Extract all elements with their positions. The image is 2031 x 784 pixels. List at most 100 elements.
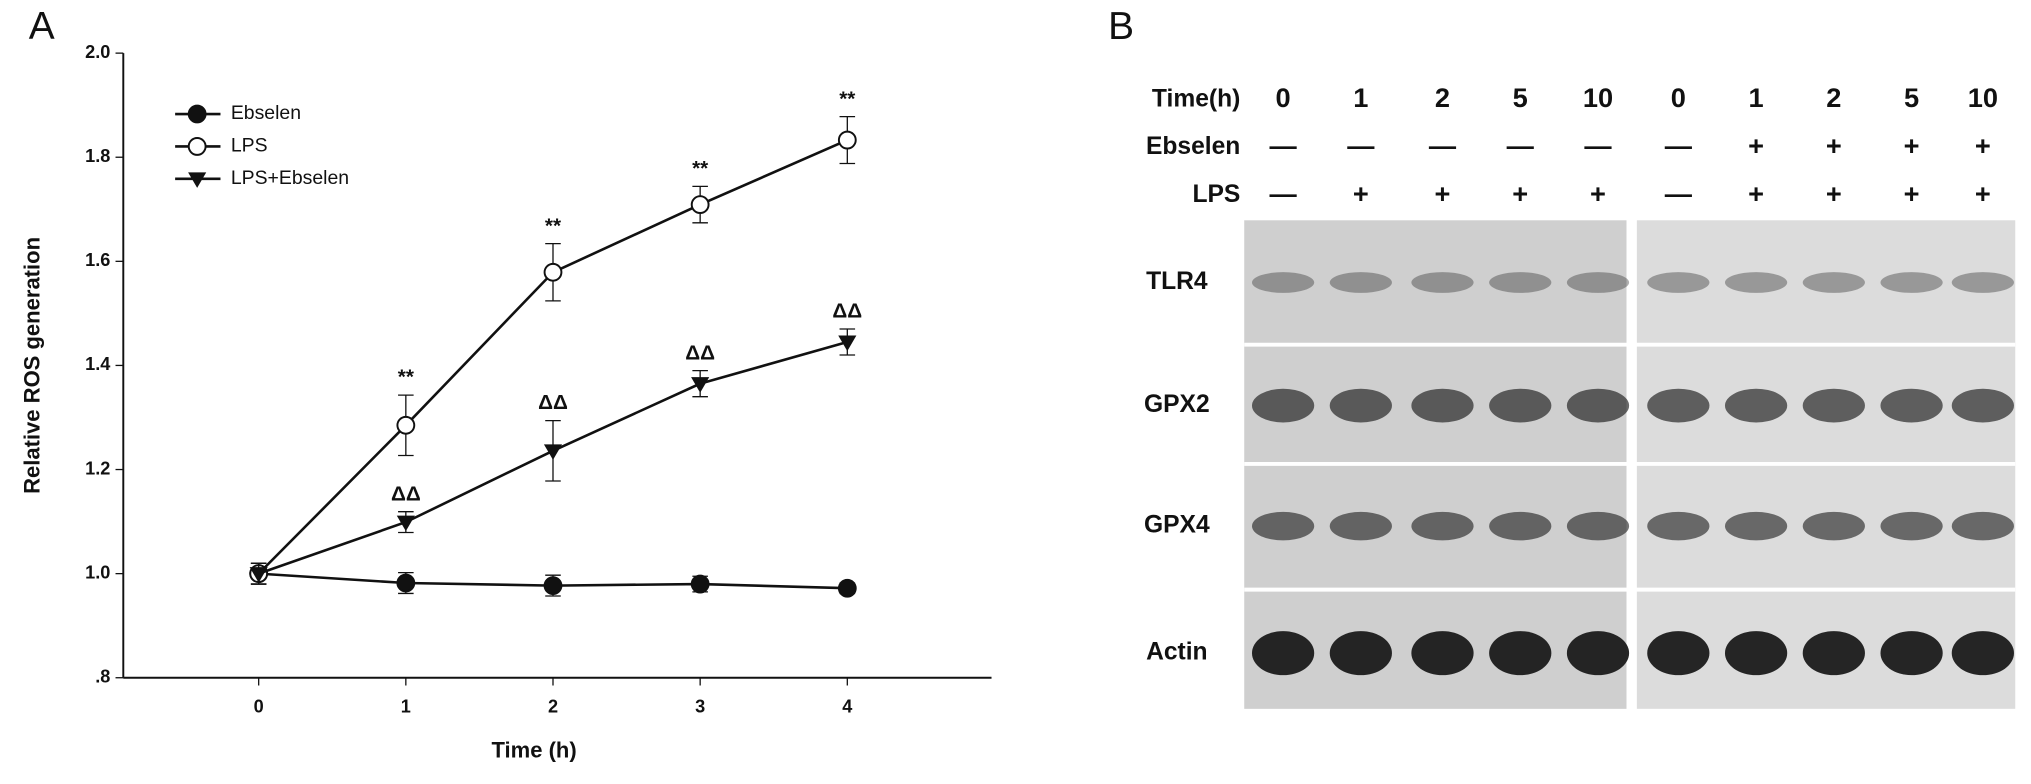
panel-label: B <box>1108 5 1134 48</box>
blot-band <box>1411 511 1474 541</box>
blot-band <box>1251 388 1315 423</box>
blot-band <box>1724 631 1788 676</box>
blot-header-cell: — <box>1665 178 1693 209</box>
blot-header-cell: + <box>1904 178 1920 209</box>
blot-row-label: TLR4 <box>1146 268 1208 295</box>
marker <box>837 130 857 150</box>
blot-header-cell: — <box>1665 130 1693 161</box>
blot-band <box>1329 631 1392 676</box>
blot-band <box>1880 388 1943 423</box>
x-tick-label: 4 <box>842 696 852 716</box>
blot-header-cell: + <box>1904 130 1920 161</box>
marker <box>691 377 710 393</box>
blot-band <box>1880 272 1943 293</box>
x-tick-label: 2 <box>548 696 558 716</box>
blot-band <box>1411 272 1474 293</box>
blot-header-cell: — <box>1429 130 1457 161</box>
blot-header-cell: 0 <box>1671 82 1686 113</box>
blot-header-cell: 10 <box>1583 82 1613 113</box>
marker <box>837 578 857 598</box>
blot-band <box>1489 272 1552 293</box>
blot-band <box>1724 388 1788 423</box>
significance-label: ΔΔ <box>685 341 715 364</box>
significance-label: ΔΔ <box>538 391 568 414</box>
significance-label: ** <box>398 366 415 389</box>
blot-row-label: GPX4 <box>1144 512 1210 539</box>
blot-band <box>1802 511 1865 541</box>
blot-band <box>1802 272 1865 293</box>
legend-marker <box>188 172 207 188</box>
significance-label: ** <box>839 87 856 110</box>
blot-row-label: Actin <box>1146 639 1208 666</box>
blot-band <box>1489 631 1552 676</box>
legend-label: LPS <box>231 135 268 157</box>
blot-header-cell: + <box>1512 178 1528 209</box>
y-tick-label: 1.6 <box>85 250 110 270</box>
blot-band <box>1880 511 1943 541</box>
marker <box>396 515 415 532</box>
blot-header-cell: 2 <box>1435 82 1450 113</box>
significance-label: ΔΔ <box>391 482 421 505</box>
significance-label: ** <box>545 214 562 237</box>
marker <box>396 415 416 435</box>
x-tick-label: 0 <box>254 696 264 716</box>
blot-header-cell: 5 <box>1904 82 1919 113</box>
marker <box>543 262 563 282</box>
marker <box>690 574 710 594</box>
y-tick-label: 2.0 <box>85 42 110 62</box>
blot-band <box>1251 631 1315 676</box>
blot-band <box>1951 272 2014 293</box>
panel-label: A <box>29 5 55 48</box>
y-tick-label: .8 <box>95 667 110 687</box>
blot-band <box>1802 388 1865 423</box>
blot-header-cell: 0 <box>1276 82 1291 113</box>
blot-header-cell: — <box>1347 130 1375 161</box>
blot-row-label: GPX2 <box>1144 391 1210 418</box>
blot-header-cell: + <box>1975 130 1991 161</box>
blot-band <box>1647 631 1710 676</box>
blot-band <box>1724 272 1788 293</box>
blot-band <box>1329 511 1392 541</box>
blot-header-cell: + <box>1435 178 1451 209</box>
marker <box>249 567 268 583</box>
blot-band <box>1411 388 1474 423</box>
blot-header-cell: — <box>1584 130 1612 161</box>
blot-band <box>1566 272 1630 293</box>
marker <box>543 444 563 460</box>
legend-label: Ebselen <box>231 102 301 124</box>
significance-label: ** <box>692 157 709 180</box>
series-line <box>257 138 848 575</box>
y-tick-label: 1.8 <box>85 146 110 166</box>
marker <box>543 576 563 596</box>
blot-band <box>1489 511 1552 541</box>
blot-band <box>1566 631 1630 676</box>
x-tick-label: 1 <box>401 696 411 716</box>
blot-header-cell: + <box>1826 178 1842 209</box>
blot-band <box>1566 388 1630 423</box>
blot-band <box>1251 272 1315 293</box>
blot-band <box>1411 631 1474 676</box>
blot-header-label: Ebselen <box>1146 133 1240 160</box>
legend-marker <box>187 104 207 124</box>
blot-header-cell: + <box>1353 178 1369 209</box>
blot-header-label: LPS <box>1192 181 1240 208</box>
blot-band <box>1802 631 1865 676</box>
blot-header-cell: + <box>1975 178 1991 209</box>
marker <box>396 573 416 593</box>
y-tick-label: 1.2 <box>85 458 110 478</box>
legend-label: LPS+Ebselen <box>231 167 349 189</box>
blot-band <box>1880 631 1943 676</box>
significance-label: ΔΔ <box>832 300 862 323</box>
blot-band <box>1724 511 1788 541</box>
blot-header-cell: — <box>1507 130 1535 161</box>
y-tick-label: 1.4 <box>85 354 110 374</box>
blot-band <box>1647 388 1710 423</box>
blot-header-cell: + <box>1748 178 1764 209</box>
blot-header-cell: 5 <box>1513 82 1528 113</box>
blot-band <box>1329 388 1392 423</box>
blot-band <box>1951 631 2014 676</box>
x-tick-label: 3 <box>695 696 705 716</box>
y-axis-label: Relative ROS generation <box>20 237 45 494</box>
blot-band <box>1329 272 1392 293</box>
